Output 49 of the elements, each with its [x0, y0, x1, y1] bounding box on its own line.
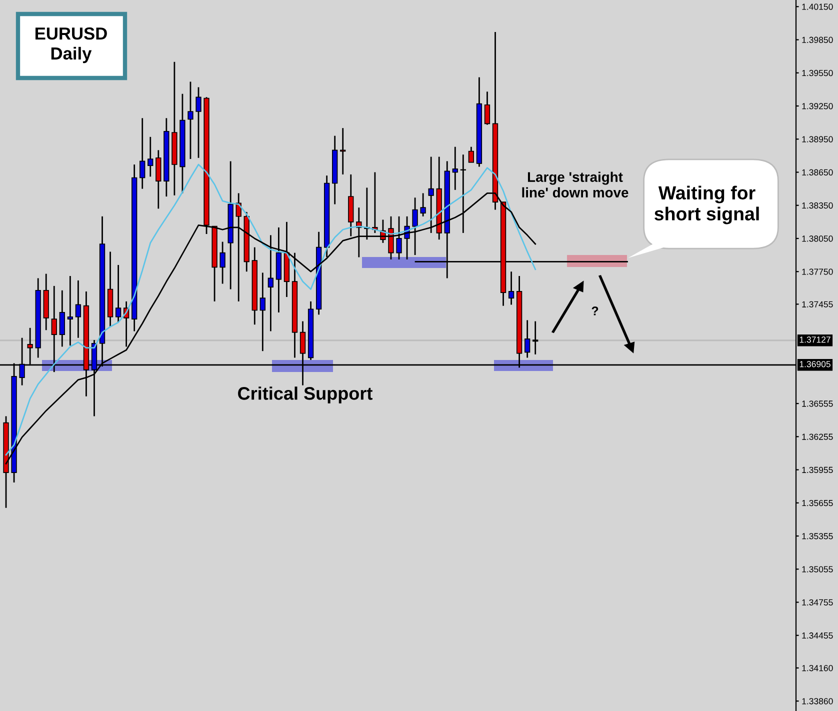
y-tick-label: 1.33860	[802, 698, 833, 704]
candlestick	[156, 149, 162, 210]
y-tick-label: 1.38050	[802, 236, 833, 242]
candlestick	[340, 127, 346, 176]
annotation: Waiting for short signal	[654, 186, 759, 224]
candlestick	[115, 264, 122, 324]
y-tick-label: 1.39850	[802, 36, 833, 43]
candlestick	[532, 320, 538, 356]
candlestick	[140, 117, 146, 190]
y-tick-label: 1.35055	[802, 566, 833, 572]
annotation: ?	[592, 306, 598, 316]
annotation: Critical Support	[238, 386, 372, 404]
y-tick-label: 1.37455	[802, 301, 833, 308]
candlestick	[524, 319, 530, 358]
y-tick-label: 1.34160	[802, 665, 833, 672]
candlestick	[67, 275, 73, 346]
y-tick-label: 1.38950	[802, 136, 833, 142]
y-tick-label: 1.35655	[802, 500, 833, 506]
y-tick-label: 1.36555	[802, 400, 833, 407]
ref-line-label: 1.36905	[800, 361, 830, 368]
candlestick	[59, 290, 65, 348]
candlestick	[148, 136, 154, 178]
candlestick	[396, 216, 402, 260]
y-tick-label: 1.34455	[802, 632, 833, 639]
y-tick-label: 1.35355	[802, 533, 833, 540]
y-tick-label: 1.34755	[802, 599, 833, 606]
y-tick-label: 1.38350	[802, 202, 833, 209]
y-tick-label: 1.35955	[802, 466, 833, 474]
candlestick	[268, 234, 274, 332]
candlestick	[188, 81, 194, 160]
candlestick	[220, 241, 226, 284]
candlestick	[260, 272, 266, 352]
y-tick-label: 1.36255	[802, 434, 833, 440]
candlestick	[508, 270, 514, 306]
text: EURUSD Daily	[36, 27, 107, 64]
annotation: Large 'straight line' down move	[522, 172, 628, 198]
y-tick-label: 1.40150	[802, 4, 833, 10]
candlestick	[484, 90, 490, 126]
candlestick	[420, 192, 426, 218]
y-tick-label: 1.37750	[802, 268, 833, 275]
ref-line-label: 1.37127	[800, 336, 830, 343]
candlestick	[468, 146, 474, 163]
candlestick	[452, 146, 458, 191]
y-tick-label: 1.38650	[802, 169, 833, 176]
y-tick-label: 1.39250	[802, 103, 833, 110]
candlestick	[412, 196, 418, 256]
y-tick-label: 1.39550	[802, 70, 833, 76]
candlestick	[75, 280, 82, 339]
candlestick	[196, 86, 202, 159]
